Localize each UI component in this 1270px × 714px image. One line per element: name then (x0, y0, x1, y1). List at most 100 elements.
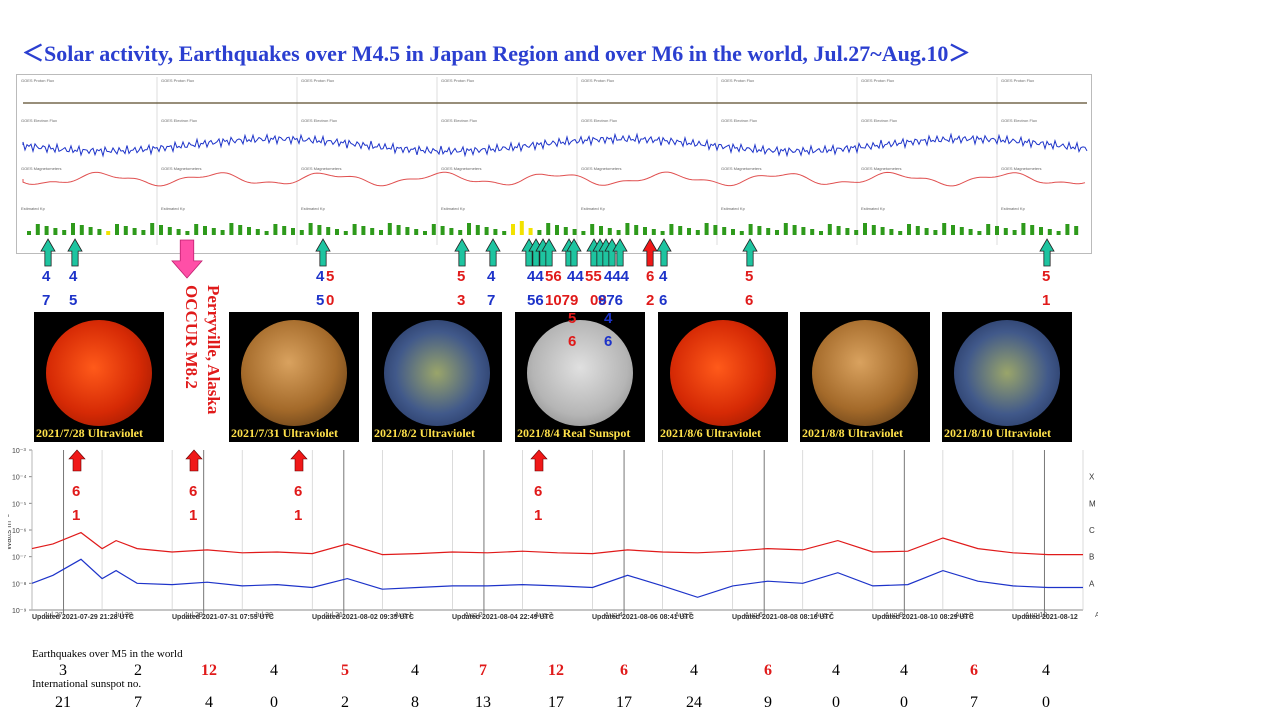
quake-arrow-icon (566, 238, 582, 267)
updated-timestamp: Updated 2021-08-08 08:16 UTC (732, 614, 834, 621)
kp-bar (836, 226, 841, 235)
flare-class-label: B (1089, 553, 1094, 562)
updated-timestamp: Updated 2021-08-12 (1012, 614, 1078, 621)
alaska-line2: OCCUR M8.2 (182, 285, 201, 389)
quake-magnitude-label: 6 (646, 268, 655, 285)
kp-bar (871, 225, 876, 235)
kp-bar (220, 230, 225, 235)
earthquake-count: 4 (411, 662, 419, 679)
quake-magnitude-label: 44 (527, 268, 544, 285)
kp-bar (1021, 223, 1026, 235)
sunspot-count: 13 (475, 694, 491, 711)
x-tick-label: Aug 7 (815, 612, 833, 619)
goes-panel-label: GOES Electron Flux (721, 118, 757, 123)
kp-bar (511, 224, 515, 235)
goes-panel-label: GOES Electron Flux (1001, 118, 1037, 123)
flare-arrow-icon (185, 449, 203, 472)
earthquake-count: 4 (1042, 662, 1050, 679)
quake-magnitude-label: 4 (69, 268, 78, 285)
kp-bar (889, 229, 894, 235)
kp-bar (167, 227, 172, 235)
sun-image-caption: 2021/8/2 Ultraviolet (374, 426, 475, 440)
sunspot-count: 17 (616, 694, 632, 711)
kp-bar (898, 231, 903, 235)
flare-class-label: X (1089, 473, 1095, 482)
earthquake-count: 2 (134, 662, 142, 679)
kp-bar (915, 226, 920, 235)
kp-bar (361, 226, 366, 235)
goes-panel-label: GOES Electron Flux (581, 118, 617, 123)
kp-bar (1047, 229, 1052, 235)
kp-bar (326, 227, 331, 235)
quake-arrow-icon (485, 238, 501, 267)
kp-bar (907, 224, 911, 235)
earthquake-count: 4 (690, 662, 698, 679)
kp-bar (123, 226, 128, 235)
quake-magnitude-label: 55 (585, 268, 602, 285)
kp-bar (739, 231, 744, 235)
earthquake-count: 4 (270, 662, 278, 679)
kp-bar (27, 231, 31, 235)
earthquake-count: 4 (900, 662, 908, 679)
kp-bar (634, 225, 639, 235)
kp-bar (880, 227, 885, 235)
quake-magnitude-label: 3 (457, 292, 466, 309)
kp-bar (132, 228, 137, 235)
sun-image: 2021/7/31 Ultraviolet (229, 312, 359, 442)
quake-arrow-icon (40, 238, 56, 267)
goes-panel-label: GOES Electron Flux (161, 118, 197, 123)
kp-bar (581, 231, 586, 235)
quake-magnitude-label: 6 (568, 333, 577, 350)
kp-bar (440, 226, 445, 235)
kp-bar (88, 227, 93, 235)
sun-disk (46, 320, 152, 426)
sun-image-caption: 2021/7/28 Ultraviolet (36, 426, 143, 440)
earthquake-count: 6 (620, 662, 628, 679)
sunspot-count: 8 (411, 694, 419, 711)
quake-arrow-icon (612, 238, 628, 267)
goes-panel-label: GOES Electron Flux (301, 118, 337, 123)
sun-disk (670, 320, 776, 426)
kp-bar (238, 225, 243, 235)
kp-bar (687, 228, 691, 235)
kp-bar (722, 227, 727, 235)
goes-panel-label: GOES Proton Flux (161, 78, 194, 83)
kp-bar (97, 229, 102, 235)
kp-bar (528, 228, 533, 235)
goes-panel-label: GOES Magnetometers (721, 166, 761, 171)
goes-panel-label: Estimated Kp (1001, 206, 1026, 211)
goes-panel-label: GOES Electron Flux (21, 118, 57, 123)
quake-magnitude-label: 444 (604, 268, 630, 285)
sun-image: 2021/8/6 Ultraviolet (658, 312, 788, 442)
goes-panel-label: GOES Magnetometers (161, 166, 201, 171)
sun-disk (527, 320, 633, 426)
y-tick-label: 10⁻⁴ (12, 475, 27, 482)
goes-solar-panel: GOES Proton Flux GOES Proton Flux GOES Pro… (16, 74, 1092, 254)
updated-timestamp: Updated 2021-07-29 21:28 UTC (32, 614, 134, 621)
kp-bar (449, 228, 454, 235)
kp-bar (141, 230, 146, 235)
kp-bar (924, 228, 929, 235)
electron-flux-line (22, 132, 1088, 158)
quake-magnitude-label: 2 (646, 292, 655, 309)
earthquake-count: 5 (341, 662, 349, 679)
kp-bar (458, 230, 463, 235)
sunspot-count: 0 (900, 694, 908, 711)
x-tick-label: Jul 30 (254, 612, 273, 619)
updated-timestamp: Updated 2021-07-31 07:55 UTC (172, 614, 274, 621)
kp-bar (572, 229, 577, 235)
kp-bar (863, 223, 867, 235)
flare-mag-bottom: 1 (189, 507, 197, 524)
kp-bar (379, 230, 383, 235)
sunspot-count: 0 (832, 694, 840, 711)
quake-arrow-icon (67, 238, 83, 267)
quake-magnitude-label: 4 (659, 268, 668, 285)
sunspot-count: 4 (205, 694, 213, 711)
kp-bar (986, 224, 991, 235)
kp-bar (282, 226, 287, 235)
sunspot-count: 0 (270, 694, 278, 711)
x-tick-label: Aug 1 (394, 612, 412, 619)
kp-bar (475, 225, 480, 235)
y-tick-label: 10⁻⁶ (12, 528, 26, 535)
sunspot-count: 24 (686, 694, 702, 711)
